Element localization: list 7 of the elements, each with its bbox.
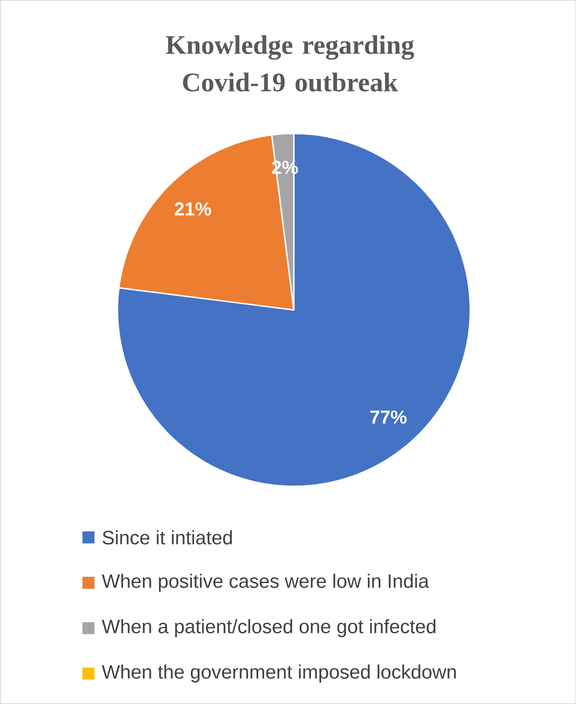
legend-label: When a patient/closed one got infected: [102, 619, 436, 638]
data-label: 21%: [174, 202, 212, 216]
chart-title: Knowledge regarding Covid-19 outbreak: [166, 35, 414, 92]
legend-label: Since it intiated: [102, 530, 232, 544]
data-label: 77%: [370, 410, 407, 424]
legend-label: When positive cases were low in India: [102, 574, 430, 592]
legend-label: When the government imposed lockdown: [102, 664, 456, 683]
